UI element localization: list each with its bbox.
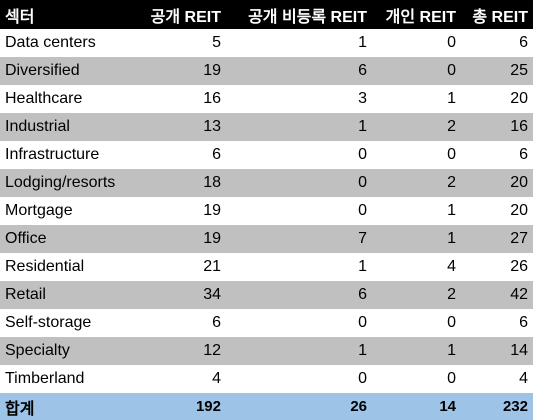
cell-public: 19 (203, 202, 221, 219)
cell-public: 19 (143, 57, 226, 85)
cell-public: 16 (203, 90, 221, 107)
cell-sector: Residential (5, 258, 85, 275)
cell-sector: Diversified (0, 57, 143, 85)
cell-public-non-listed: 6 (226, 281, 372, 309)
cell-sector: Mortgage (5, 202, 73, 219)
cell-public-non-listed: 1 (358, 258, 367, 275)
cell-public: 34 (143, 281, 226, 309)
cell-public: 21 (203, 258, 221, 275)
header-row: 섹터 공개 REIT 공개 비등록 REIT 개인 REIT 총 REIT (0, 0, 533, 29)
table-row: Healthcare 16 3 1 20 (0, 85, 533, 113)
cell-public: 13 (143, 113, 226, 141)
cell-total: 20 (510, 90, 528, 107)
cell-total: 16 (461, 113, 533, 141)
cell-sector: Self-storage (5, 314, 92, 331)
header-public-non-listed-reit: 공개 비등록 REIT (226, 0, 372, 29)
cell-total: 25 (461, 57, 533, 85)
cell-private: 2 (372, 113, 461, 141)
cell-private: 0 (372, 57, 461, 85)
cell-total: 14 (461, 337, 533, 365)
cell-public: 18 (143, 169, 226, 197)
header-total-reit: 총 REIT (461, 0, 533, 29)
cell-sector: Healthcare (5, 90, 83, 107)
table-row: Infrastructure 6 0 0 6 (0, 141, 533, 169)
table-body: Data centers 5 1 0 6 Diversified 19 6 0 25 Healthc… (0, 29, 533, 393)
cell-private: 0 (447, 34, 456, 51)
table-footer: 합계 192 26 14 232 (0, 393, 533, 420)
table-row: Office 19 7 1 27 (0, 225, 533, 253)
cell-sector: Office (0, 225, 143, 253)
cell-public-non-listed: 7 (226, 225, 372, 253)
cell-sector: Timberland (5, 370, 85, 387)
cell-total: 20 (510, 202, 528, 219)
cell-private: 0 (447, 146, 456, 163)
cell-total: 26 (510, 258, 528, 275)
total-row: 합계 192 26 14 232 (0, 393, 533, 420)
cell-private: 1 (372, 225, 461, 253)
cell-total: 6 (519, 34, 528, 51)
cell-public: 19 (143, 225, 226, 253)
cell-public: 6 (212, 146, 221, 163)
cell-total: 6 (519, 146, 528, 163)
total-private: 14 (372, 393, 461, 420)
cell-public-non-listed: 0 (358, 370, 367, 387)
cell-private: 2 (372, 169, 461, 197)
total-label: 합계 (0, 393, 143, 420)
cell-public: 6 (212, 314, 221, 331)
table-row: Specialty 12 1 1 14 (0, 337, 533, 365)
table-row: Data centers 5 1 0 6 (0, 29, 533, 57)
header-public-reit: 공개 REIT (143, 0, 226, 29)
cell-sector: Lodging/resorts (0, 169, 143, 197)
cell-public: 5 (212, 34, 221, 51)
cell-public-non-listed: 0 (358, 314, 367, 331)
cell-private: 1 (447, 202, 456, 219)
cell-total: 4 (519, 370, 528, 387)
cell-private: 0 (447, 370, 456, 387)
table-row: Mortgage 19 0 1 20 (0, 197, 533, 225)
table-row: Diversified 19 6 0 25 (0, 57, 533, 85)
table-row: Timberland 4 0 0 4 (0, 365, 533, 393)
cell-public-non-listed: 0 (226, 169, 372, 197)
cell-sector: Industrial (0, 113, 143, 141)
cell-total: 20 (461, 169, 533, 197)
header-private-reit: 개인 REIT (372, 0, 461, 29)
table-row: Residential 21 1 4 26 (0, 253, 533, 281)
cell-public-non-listed: 1 (226, 113, 372, 141)
table-row: Lodging/resorts 18 0 2 20 (0, 169, 533, 197)
total-public-non-listed: 26 (226, 393, 372, 420)
cell-sector: Infrastructure (5, 146, 100, 163)
header-sector: 섹터 (0, 0, 143, 29)
cell-public-non-listed: 6 (226, 57, 372, 85)
cell-sector: Specialty (0, 337, 143, 365)
cell-total: 42 (461, 281, 533, 309)
table-row: Industrial 13 1 2 16 (0, 113, 533, 141)
cell-public-non-listed: 1 (358, 34, 367, 51)
cell-public-non-listed: 0 (358, 202, 367, 219)
total-all: 232 (461, 393, 533, 420)
cell-public: 12 (143, 337, 226, 365)
cell-public-non-listed: 0 (358, 146, 367, 163)
cell-public-non-listed: 1 (226, 337, 372, 365)
cell-sector: Retail (0, 281, 143, 309)
cell-public: 4 (212, 370, 221, 387)
table-row: Self-storage 6 0 0 6 (0, 309, 533, 337)
cell-private: 1 (372, 337, 461, 365)
cell-private: 1 (447, 90, 456, 107)
cell-total: 6 (519, 314, 528, 331)
cell-private: 4 (447, 258, 456, 275)
cell-total: 27 (461, 225, 533, 253)
total-public: 192 (143, 393, 226, 420)
table-header: 섹터 공개 REIT 공개 비등록 REIT 개인 REIT 총 REIT (0, 0, 533, 29)
cell-private: 0 (447, 314, 456, 331)
table-row: Retail 34 6 2 42 (0, 281, 533, 309)
cell-sector: Data centers (5, 34, 96, 51)
cell-private: 2 (372, 281, 461, 309)
cell-public-non-listed: 3 (358, 90, 367, 107)
